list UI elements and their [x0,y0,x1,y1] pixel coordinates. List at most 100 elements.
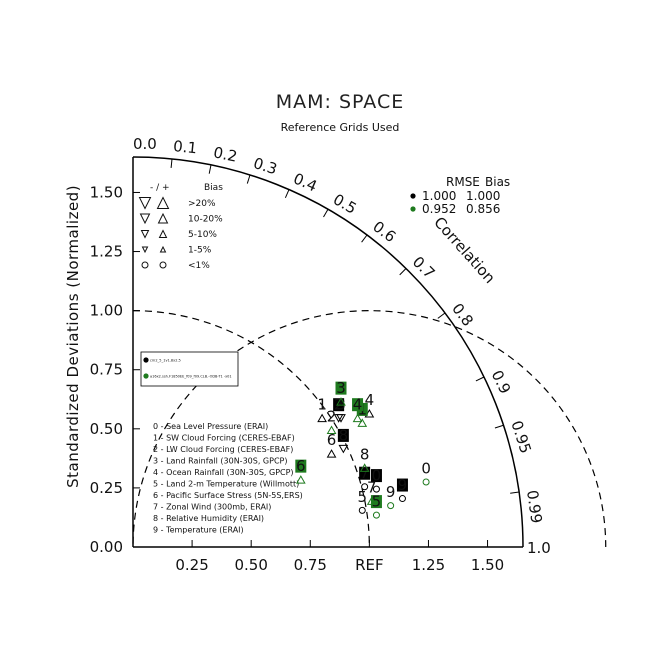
marker-symbol-circle [361,483,369,491]
corr-tick-mark [361,234,368,243]
ref-label: REF [355,556,384,574]
marker-id-label: 9 [386,483,396,501]
y-tick-label: 1.00 [90,302,123,320]
y-axis-label: Standardized Deviations (Normalized) [64,185,82,488]
marker-id-label: 7 [360,464,370,482]
corr-tick-label: 0.3 [251,154,279,178]
axis-ticks: 0.25 0.50 0.75 1.25 1.50 REF 1.0 0.00 0.25 0.50 0.… [64,135,551,574]
bias-up-triangle-icon [157,212,169,224]
marker-id-label: 4 [353,396,363,414]
marker-id-box [359,466,371,480]
x-tick-label: 0.50 [234,556,267,574]
case-dot [143,357,149,363]
legend-area: - / + Bias>20%10-20%5-10%1-5%<1%RMSE Bias1… [138,175,510,535]
y-tick-label: 0.25 [90,479,123,497]
marker-symbol-up-triangle [317,413,327,423]
marker-symbol-circle [422,478,430,486]
marker-id-box [337,428,349,442]
marker-symbol-up-triangle [326,425,337,434]
chart-title: MAM: SPACE [276,91,404,113]
corr-tick-mark [284,189,290,199]
marker-symbol-circle [358,506,366,514]
x-tick-label: 1.50 [471,556,504,574]
reference-std-arc [132,310,607,548]
marker-id-box [295,459,307,473]
bias-value: 0.856 [466,202,500,216]
bias-down-triangle-icon [141,246,149,254]
variable-legend-item: 5 - Land 2-m Temperature (Willmott) [153,480,299,489]
variable-legend-item: 1 - SW Cloud Forcing (CERES-EBAF) [153,434,295,443]
marker-id-label: 8 [360,445,370,463]
marker-id-label: 6 [327,431,337,449]
x-end-label: 1.0 [527,539,551,557]
variable-legend-item: 4 - Ocean Rainfall (30N-30S, GPCP) [153,468,294,477]
marker-id-label: 0 [372,467,382,485]
case-label: a16x2.ssh.F1850EE_f09_f09.CLB.-ODB-T1 -x… [150,375,232,379]
x-tick-label: 1.25 [412,556,445,574]
plot-frame [132,156,607,548]
marker-symbol-up-triangle [366,496,377,505]
y-tick-label: 1.50 [90,183,123,201]
variable-legend-item: 0 - Sea Level Pressure (ERAI) [153,422,268,431]
marker-id-box [352,398,364,412]
bias-legend-label: 1-5% [188,246,212,256]
x-tick-label: 0.25 [175,556,208,574]
x-tick-label: 0.75 [294,556,327,574]
corr-tick-mark [494,424,504,429]
variable-legend-item: 7 - Zonal Wind (300mb, ERAI) [153,503,271,512]
case-dot [143,373,149,379]
corr-tick-mark [437,312,446,319]
bias-legend-label: <1% [188,261,210,271]
marker-symbol-circle [372,511,380,519]
marker-id-label: 8 [339,426,349,444]
corr-tick-label: 0.1 [172,137,198,157]
rmse-value: 0.952 [422,202,456,216]
bias-down-triangle-icon [138,197,152,210]
marker-symbol-up-triangle [357,418,368,427]
bias-legend-header: - / + [150,183,170,193]
marker-id-label: 3 [336,379,346,397]
marker-id-box [396,478,408,492]
marker-symbol-circle [387,502,395,510]
bias-up-triangle-icon [158,229,168,238]
bias-value: 1.000 [466,189,500,203]
case-label: cm2_5_1v1.8x2.5 [150,359,181,363]
bias-down-triangle-icon [139,213,151,225]
marker-id-label: 0 [421,460,431,478]
y-tick-label: 0.50 [90,420,123,438]
marker-id-label: 5 [372,493,382,511]
bias-circle-icon [141,261,149,269]
marker-symbol-up-triangle [326,449,337,458]
bias-down-triangle-icon [140,230,150,239]
case-legend-box [140,351,239,387]
correlation-arc [132,156,524,548]
bias-legend-label: 10-20% [188,215,223,225]
marker-symbol-circle [372,485,380,493]
marker-symbol-down-triangle [338,444,349,454]
marker-id-label: 6 [296,457,306,475]
reference-std-arc [132,310,370,548]
corr-tick-mark [323,209,329,218]
correlation-axis-label: Correlation [430,213,499,287]
marker-id-label: 4 [365,391,375,409]
marker-id-label: 9 [398,476,408,494]
bias-legend-label: 5-10% [188,230,217,240]
chart-subtitle: Reference Grids Used [281,121,400,134]
marker-id-label: 7 [367,478,377,496]
marker-id-label: 2 [327,408,337,426]
variable-legend-item: 3 - Land Rainfall (30N-30S, GPCP) [153,457,287,466]
marker-id-label: 5 [357,488,367,506]
variable-legend-item: 8 - Relative Humidity (ERAI) [153,514,264,523]
rmse-value: 1.000 [422,189,456,203]
rmse-series-dot [410,193,416,199]
corr-tick-mark [510,491,520,494]
corr-tick-mark [246,174,251,184]
data-markers: 01234567890123456789 [295,379,431,519]
corr-tick-mark [399,268,407,276]
marker-symbol-circle [398,495,406,503]
rmse-series-dot [410,206,416,212]
y-tick-label: 0.00 [90,538,123,556]
marker-symbol-down-triangle [336,414,346,423]
